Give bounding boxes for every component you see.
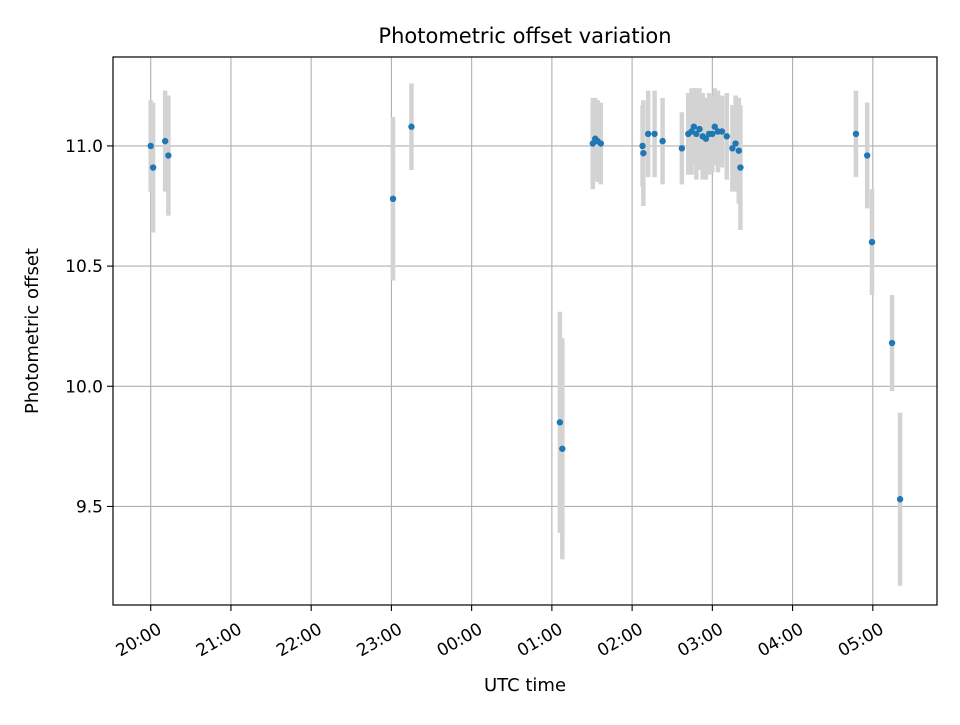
- data-point: [709, 130, 716, 138]
- data-point: [896, 496, 904, 503]
- data-point: [639, 142, 646, 150]
- data-point: [644, 130, 652, 138]
- data-point: [852, 130, 860, 138]
- data-point: [149, 164, 157, 171]
- data-point: [888, 339, 896, 347]
- x-axis-label: UTC time: [484, 675, 566, 696]
- data-point: [678, 145, 686, 152]
- y-tick-label: 10.0: [65, 377, 103, 397]
- grid: [113, 57, 937, 605]
- data-point: [696, 125, 703, 133]
- data-point: [589, 140, 596, 147]
- data-point: [408, 123, 415, 130]
- data-point: [868, 238, 876, 246]
- y-tick-label: 9.5: [76, 497, 103, 517]
- y-tick-label: 10.5: [65, 257, 103, 277]
- data-point: [147, 142, 154, 150]
- data-point: [735, 147, 743, 154]
- data-point: [729, 145, 736, 152]
- data-point: [702, 135, 710, 142]
- data-point: [389, 195, 397, 203]
- data-point: [723, 133, 730, 140]
- y-axis-ticks: 9.5 10.0 10.5 11.0: [65, 137, 113, 517]
- data-point: [559, 445, 566, 452]
- data-point: [659, 137, 666, 145]
- y-tick-label: 11.0: [65, 137, 103, 157]
- point-layer: [147, 123, 904, 503]
- data-point: [718, 128, 726, 135]
- data-point: [863, 152, 871, 159]
- data-point: [690, 123, 698, 130]
- data-point: [688, 128, 695, 135]
- data-point: [597, 140, 605, 147]
- data-point: [161, 137, 169, 145]
- plot-area-frame: [112, 56, 938, 606]
- data-point: [732, 140, 739, 147]
- data-point: [556, 419, 564, 426]
- data-point: [693, 130, 700, 138]
- data-point: [640, 149, 647, 157]
- data-point: [165, 152, 172, 159]
- data-point: [711, 123, 718, 130]
- y-axis-label: Photometric offset: [22, 248, 43, 414]
- data-point: [651, 130, 658, 138]
- chart-title: Photometric offset variation: [378, 24, 671, 48]
- data-point: [737, 164, 744, 171]
